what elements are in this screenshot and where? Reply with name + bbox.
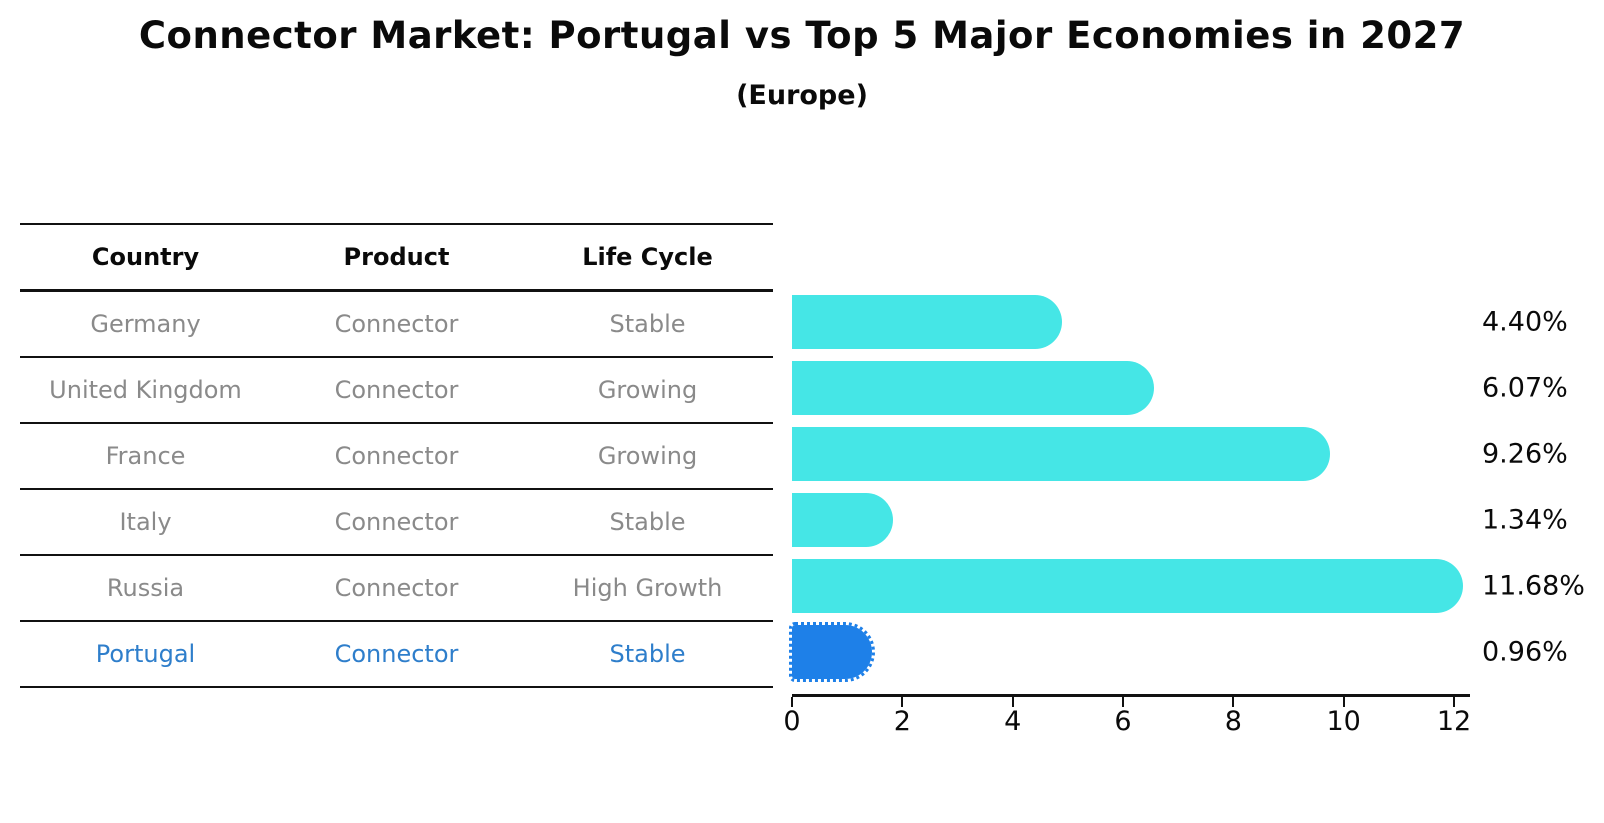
column-header-country: Country xyxy=(91,243,200,271)
cell-country: Germany xyxy=(90,310,201,338)
x-axis-tick xyxy=(901,697,904,707)
bar-value-label-portugal: 0.96% xyxy=(1482,636,1568,668)
table-row-italy: Italy Connector Stable xyxy=(20,490,773,556)
bar-france xyxy=(792,427,1330,481)
bar-value-label-italy: 1.34% xyxy=(1482,504,1568,536)
figure-title: Connector Market: Portugal vs Top 5 Majo… xyxy=(138,14,1466,57)
cell-life-cycle: Growing xyxy=(597,376,698,404)
table-row-germany: Germany Connector Stable xyxy=(20,292,773,358)
cell-country: Russia xyxy=(106,574,185,602)
x-axis-tick-label: 12 xyxy=(1436,706,1472,737)
cell-country: Portugal xyxy=(95,640,196,668)
cell-life-cycle: High Growth xyxy=(572,574,723,602)
x-axis-tick-label: 2 xyxy=(893,706,911,737)
cell-product: Connector xyxy=(334,574,459,602)
table-row-united-kingdom: United Kingdom Connector Growing xyxy=(20,358,773,424)
cell-product: Connector xyxy=(334,508,459,536)
table-row-portugal: Portugal Connector Stable xyxy=(20,622,773,688)
bar-value-label-germany: 4.40% xyxy=(1482,306,1568,338)
x-axis-tick xyxy=(1342,697,1345,707)
table-row-russia: Russia Connector High Growth xyxy=(20,556,773,622)
table-row-france: France Connector Growing xyxy=(20,424,773,490)
bar-italy xyxy=(792,493,893,547)
cell-life-cycle: Stable xyxy=(609,508,686,536)
x-axis-tick xyxy=(791,697,793,707)
bar-value-label-russia: 11.68% xyxy=(1482,570,1585,602)
x-axis-tick-label: 8 xyxy=(1224,706,1242,737)
cell-country: France xyxy=(105,442,186,470)
x-axis-tick-label: 6 xyxy=(1114,706,1132,737)
x-axis-tick xyxy=(1453,697,1456,707)
bar-germany xyxy=(792,295,1062,349)
x-axis-tick-label: 0 xyxy=(783,706,801,737)
bar-russia xyxy=(792,559,1464,613)
x-axis-tick xyxy=(1232,697,1235,707)
cell-product: Connector xyxy=(334,640,459,668)
column-header-life-cycle: Life Cycle xyxy=(582,243,713,271)
cell-product: Connector xyxy=(334,442,459,470)
cell-product: Connector xyxy=(334,310,459,338)
x-axis-tick xyxy=(1011,697,1014,707)
cell-country: United Kingdom xyxy=(49,376,242,404)
bar-portugal xyxy=(789,622,875,682)
bar-value-label-united-kingdom: 6.07% xyxy=(1482,372,1568,404)
cell-product: Connector xyxy=(334,376,459,404)
table-body: Germany Connector Stable United Kingdom Conn… xyxy=(20,292,773,688)
x-axis-tick-label: 10 xyxy=(1326,706,1361,737)
bar-value-label-france: 9.26% xyxy=(1482,438,1568,470)
cell-country: Italy xyxy=(119,508,172,536)
bar-united-kingdom xyxy=(792,361,1154,415)
figure-subtitle: (Europe) xyxy=(736,80,868,111)
table-header-row: Country Product Life Cycle xyxy=(20,225,773,292)
x-axis-tick xyxy=(1122,697,1125,707)
column-header-product: Product xyxy=(343,243,450,271)
country-table: Country Product Life Cycle Germany Connec… xyxy=(20,223,773,688)
cell-life-cycle: Stable xyxy=(609,640,686,668)
cell-life-cycle: Stable xyxy=(609,310,686,338)
x-axis-line xyxy=(792,694,1470,697)
cell-life-cycle: Growing xyxy=(597,442,698,470)
x-axis-tick-label: 4 xyxy=(1004,706,1022,737)
